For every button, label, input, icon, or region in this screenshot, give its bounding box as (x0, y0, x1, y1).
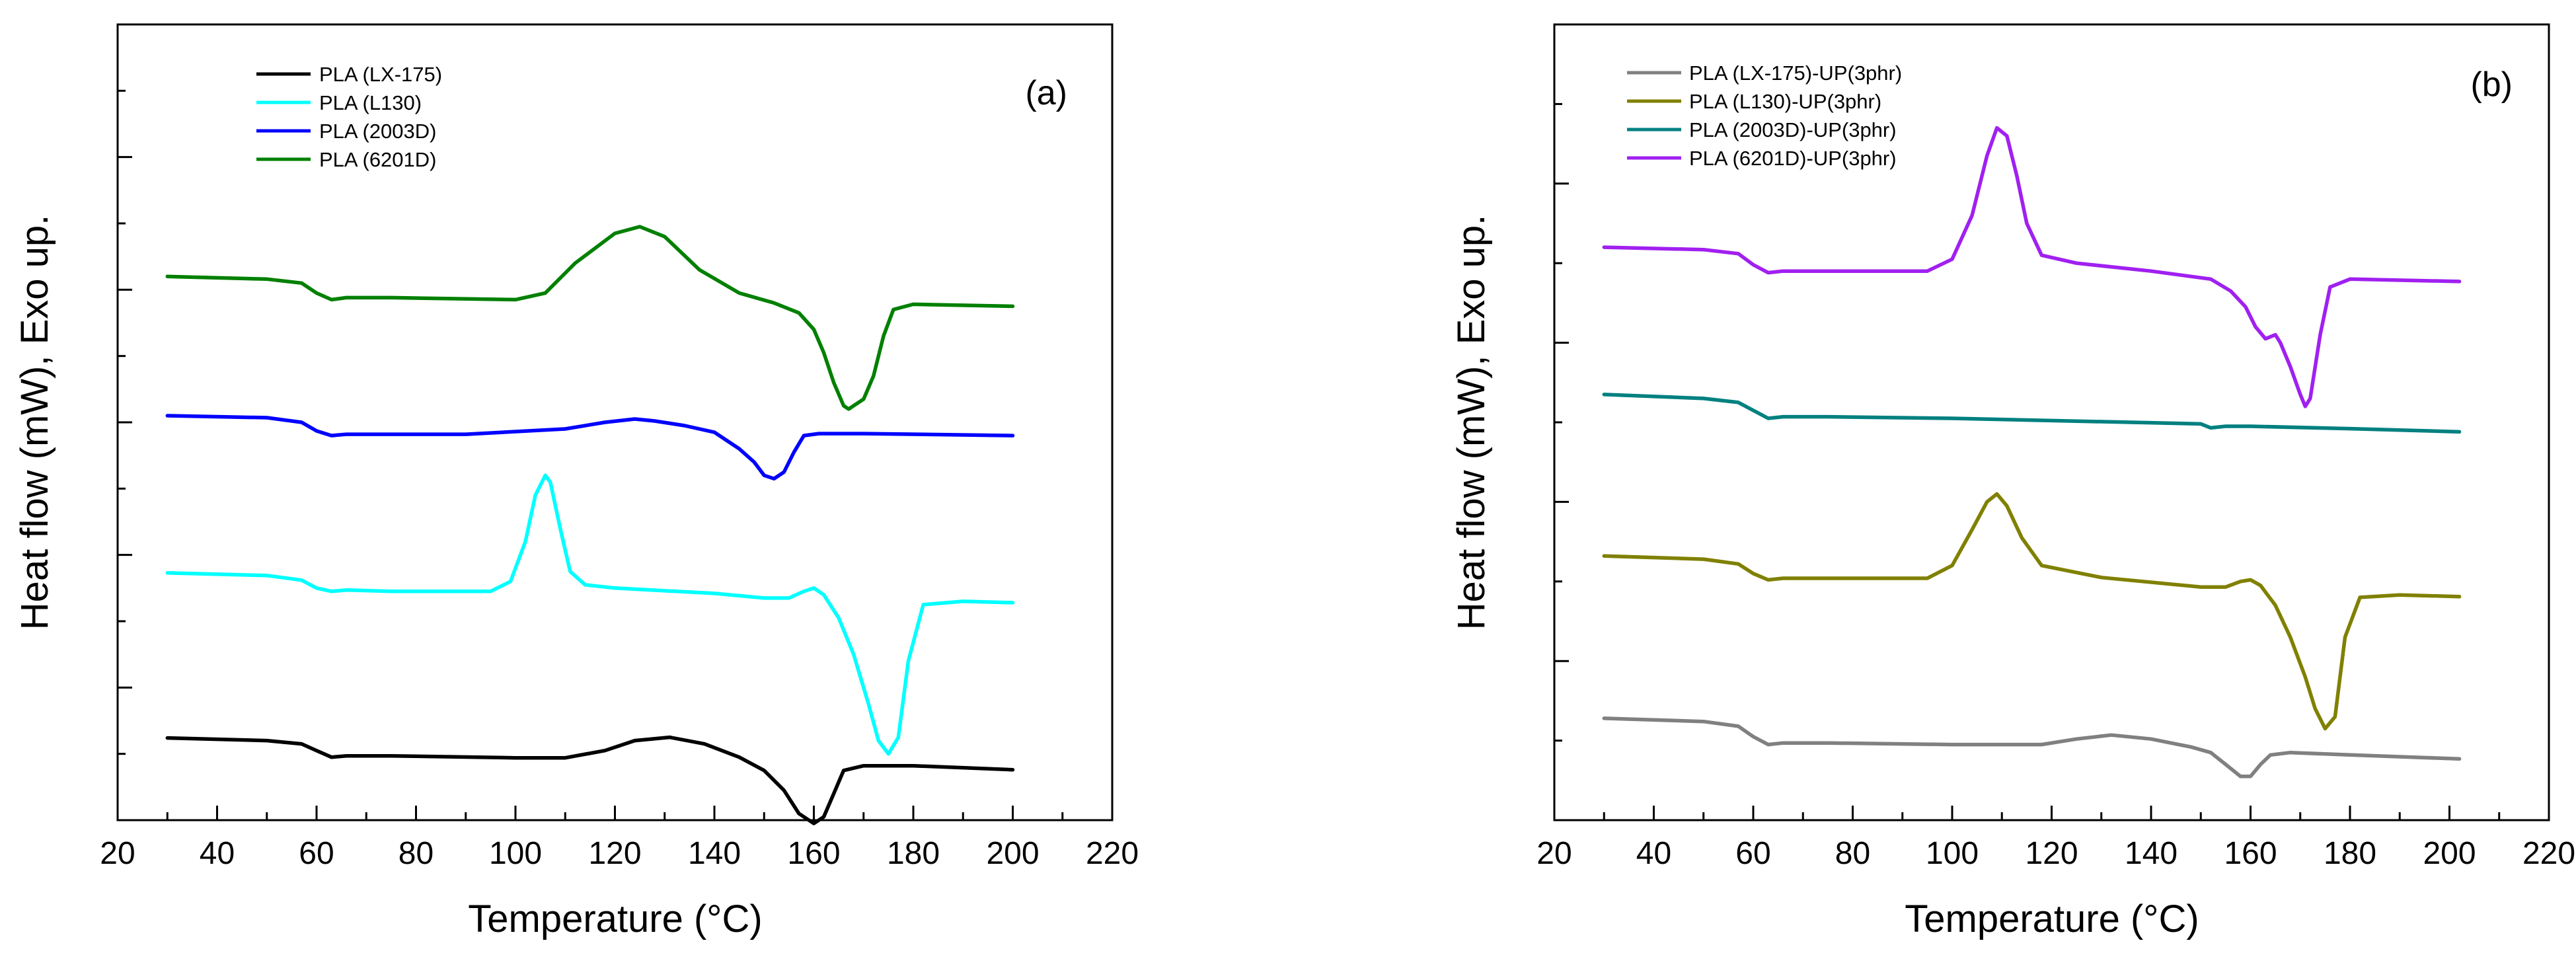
legend-label-0: PLA (LX-175)-UP(3phr) (1689, 61, 1902, 85)
series-lines (1602, 126, 2462, 779)
legend-label-1: PLA (L130) (319, 91, 422, 114)
axis-ticks (1553, 23, 2550, 821)
x-tick-label: 140 (688, 836, 741, 871)
legend-label-2: PLA (2003D) (319, 120, 437, 143)
x-tick-label: 160 (787, 836, 840, 871)
x-tick-label: 160 (2224, 836, 2277, 871)
panel-label: (b) (2470, 65, 2513, 104)
y-axis-label: Heat flow (mW), Exo up. (13, 215, 56, 630)
legend: PLA (LX-175)-UP(3phr) PLA (L130)-UP(3phr… (1627, 61, 1902, 170)
series-line-2 (1602, 393, 2462, 434)
y-axis-label: Heat flow (mW), Exo up. (1450, 215, 1493, 630)
x-tick-label: 80 (398, 836, 434, 871)
panel-label: (a) (1025, 74, 1067, 112)
x-axis-label: Temperature (°C) (1905, 897, 2199, 940)
x-tick-label: 200 (986, 836, 1039, 871)
x-tick-label: 60 (299, 836, 334, 871)
x-tick-label: 180 (2324, 836, 2376, 871)
series-lines (165, 225, 1015, 825)
legend-label-1: PLA (L130)-UP(3phr) (1689, 90, 1881, 113)
x-tick-label: 180 (887, 836, 940, 871)
x-tick-label: 40 (1636, 836, 1671, 871)
legend-label-0: PLA (LX-175) (319, 63, 442, 86)
x-tick-label: 220 (1086, 836, 1139, 871)
x-tick-label: 140 (2125, 836, 2178, 871)
x-tick-labels: 20 40 60 80 100 120 140 160 180 200 220 (100, 836, 1139, 871)
series-line-2 (165, 414, 1015, 481)
series-line-3 (1602, 126, 2462, 408)
series-line-1 (1602, 492, 2462, 731)
x-tick-label: 120 (2025, 836, 2078, 871)
x-axis-label: Temperature (°C) (468, 897, 762, 940)
x-tick-label: 60 (1735, 836, 1770, 871)
x-tick-label: 120 (588, 836, 641, 871)
x-tick-label: 100 (1926, 836, 1979, 871)
x-tick-label: 40 (200, 836, 235, 871)
series-line-1 (165, 473, 1015, 756)
x-tick-label: 200 (2423, 836, 2476, 871)
panel-b: 20 40 60 80 100 120 140 160 180 200 220 Temperatur… (1450, 23, 2575, 940)
x-tick-label: 20 (100, 836, 135, 871)
x-tick-label: 220 (2522, 836, 2575, 871)
legend-label-3: PLA (6201D) (319, 148, 437, 171)
legend-label-2: PLA (2003D)-UP(3phr) (1689, 118, 1897, 141)
series-line-0 (165, 735, 1015, 825)
x-tick-label: 80 (1835, 836, 1870, 871)
x-tick-label: 100 (489, 836, 542, 871)
legend: PLA (LX-175) PLA (L130) PLA (2003D) PLA … (256, 63, 442, 171)
legend-label-3: PLA (6201D)-UP(3phr) (1689, 147, 1897, 170)
series-line-3 (165, 225, 1015, 411)
panel-a: 20 40 60 80 100 120 140 160 180 200 220 Temperatur… (13, 23, 1139, 940)
axis-ticks (116, 23, 1114, 821)
x-tick-label: 20 (1536, 836, 1572, 871)
x-tick-labels: 20 40 60 80 100 120 140 160 180 200 220 (1536, 836, 2575, 871)
series-line-0 (1602, 716, 2462, 779)
